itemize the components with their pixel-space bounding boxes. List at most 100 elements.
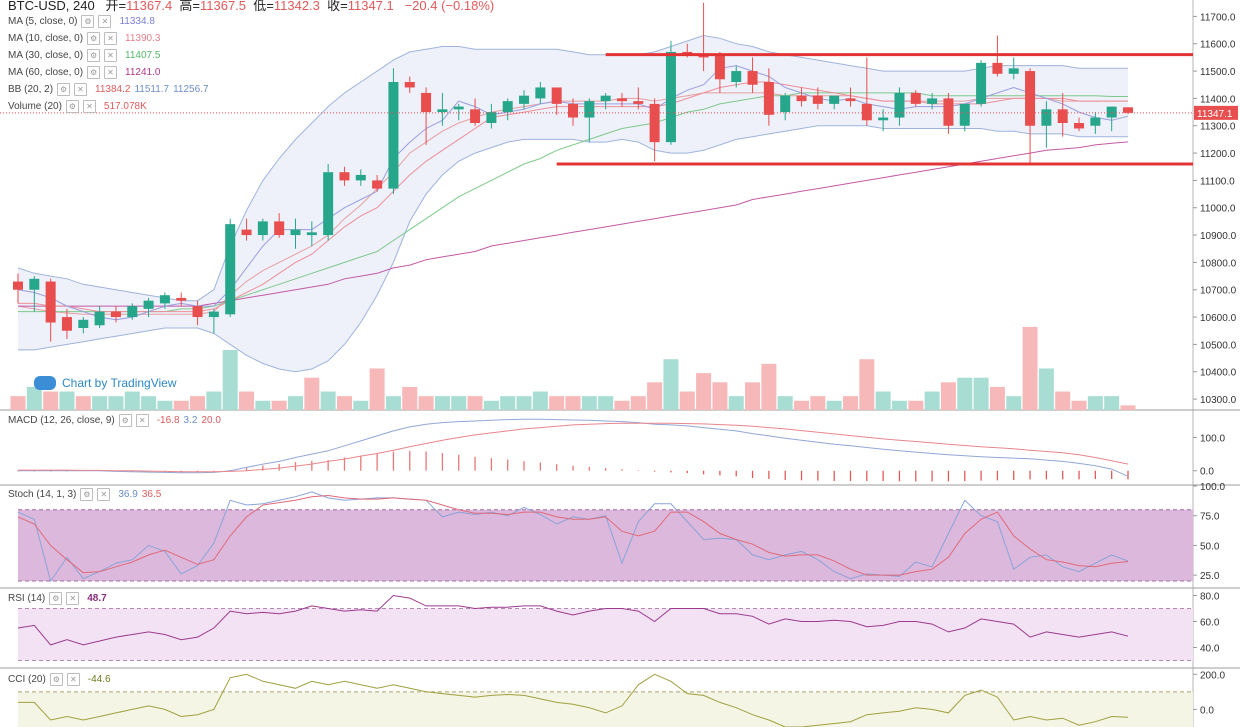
volume-bar: [908, 400, 924, 410]
volume-bar: [108, 396, 124, 410]
candle-body: [731, 71, 742, 82]
candle-body: [665, 51, 676, 143]
candle-body: [339, 172, 350, 181]
axis-tick-label: 60.0: [1200, 618, 1220, 629]
volume-bar: [157, 400, 173, 410]
candle-body: [1057, 109, 1068, 123]
bb-upper-line: [17, 34, 1128, 302]
candle-body: [535, 87, 546, 99]
volume-bar: [940, 382, 956, 410]
axis-tick-label: 11700.0: [1200, 12, 1236, 23]
volume-bar: [26, 386, 42, 410]
axis-tick-label: 80.0: [1200, 592, 1220, 603]
candle-body: [143, 300, 154, 309]
candle-body: [257, 221, 268, 236]
volume-bar: [761, 363, 777, 410]
macd-signal-line: [18, 422, 1129, 473]
volume-bar: [973, 377, 989, 410]
volume-bar: [124, 391, 140, 410]
candle-body: [372, 180, 383, 189]
candle-body: [225, 224, 236, 315]
volume-bar: [385, 396, 401, 410]
volume-bar: [875, 391, 891, 410]
candle-body: [845, 98, 856, 102]
axis-tick-label: 10600.0: [1200, 313, 1237, 324]
volume-bar: [141, 396, 157, 410]
axis-tick-label: 11600.0: [1200, 40, 1236, 51]
candle-body: [421, 92, 432, 113]
volume-bar: [516, 396, 532, 410]
volume-bar: [255, 400, 271, 410]
axis-tick-label: 10800.0: [1200, 258, 1237, 269]
volume-bar: [1055, 391, 1071, 410]
candle-body: [910, 92, 921, 104]
candle-body: [943, 98, 954, 126]
candle-body: [927, 98, 938, 104]
rsi-line: [17, 594, 1129, 646]
volume-bar: [728, 396, 744, 410]
candle-body: [1041, 109, 1052, 126]
last-price-tag: [1194, 105, 1238, 120]
volume-bar: [190, 396, 206, 410]
candle-body: [1106, 106, 1117, 118]
volume-bar: [630, 396, 646, 410]
candle-body: [992, 62, 1003, 74]
candle-body: [568, 103, 578, 118]
volume-bar: [777, 396, 793, 410]
candle-body: [110, 311, 121, 318]
candle-body: [208, 311, 219, 318]
volume-bar: [1071, 400, 1087, 410]
volume-bar: [794, 400, 810, 410]
candle-body: [1090, 117, 1101, 126]
volume-bar: [859, 359, 875, 410]
candle-body: [633, 101, 644, 104]
volume-bar: [712, 382, 728, 410]
volume-bar: [222, 350, 238, 410]
axis-tick-label: 0.0: [1200, 467, 1214, 478]
candle-body: [290, 229, 301, 236]
volume-bar: [500, 396, 516, 410]
candle-body: [600, 95, 611, 102]
candle-body: [780, 95, 791, 113]
candle-body: [829, 95, 840, 104]
candle-body: [13, 281, 23, 290]
macd-line: [18, 418, 1129, 477]
axis-tick-label: 50.0: [1200, 541, 1220, 552]
volume-bar: [483, 400, 499, 410]
cci-line: [18, 673, 1129, 727]
volume-bar: [745, 382, 761, 410]
axis-tick-label: 10500.0: [1200, 340, 1237, 351]
candle-body: [94, 311, 105, 326]
candle-body: [306, 232, 317, 236]
volume-bar: [826, 400, 842, 410]
volume-bar: [696, 373, 712, 410]
candle-body: [29, 278, 40, 290]
candle-body: [861, 103, 872, 121]
axis-tick-label: 11100.0: [1200, 176, 1235, 187]
volume-bar: [1104, 396, 1120, 410]
candle-body: [45, 281, 56, 323]
volume-bar: [271, 400, 287, 410]
ma60-line: [18, 141, 1129, 307]
stoch-band: [18, 509, 1193, 582]
stoch-d-line: [17, 494, 1129, 576]
rsi-band: [18, 608, 1193, 661]
candle-body: [470, 109, 481, 123]
volume-bar: [549, 396, 565, 410]
candle-body: [355, 174, 366, 181]
last-price-label: 11347.1: [1197, 109, 1233, 120]
axis-tick-label: 11200.0: [1200, 149, 1236, 160]
volume-bar: [598, 396, 614, 410]
volume-bar: [679, 391, 695, 410]
axis-tick-label: 100.0: [1200, 482, 1225, 493]
volume-bar: [320, 391, 336, 410]
volume-bar: [304, 377, 320, 410]
candle-body: [192, 306, 203, 318]
ma30-line: [18, 92, 1128, 313]
volume-bar: [353, 400, 369, 410]
axis-tick-label: 25.0: [1200, 571, 1220, 582]
candle-body: [404, 82, 415, 88]
axis-tick-label: 0.0: [1200, 705, 1214, 716]
candle-body: [61, 317, 72, 331]
